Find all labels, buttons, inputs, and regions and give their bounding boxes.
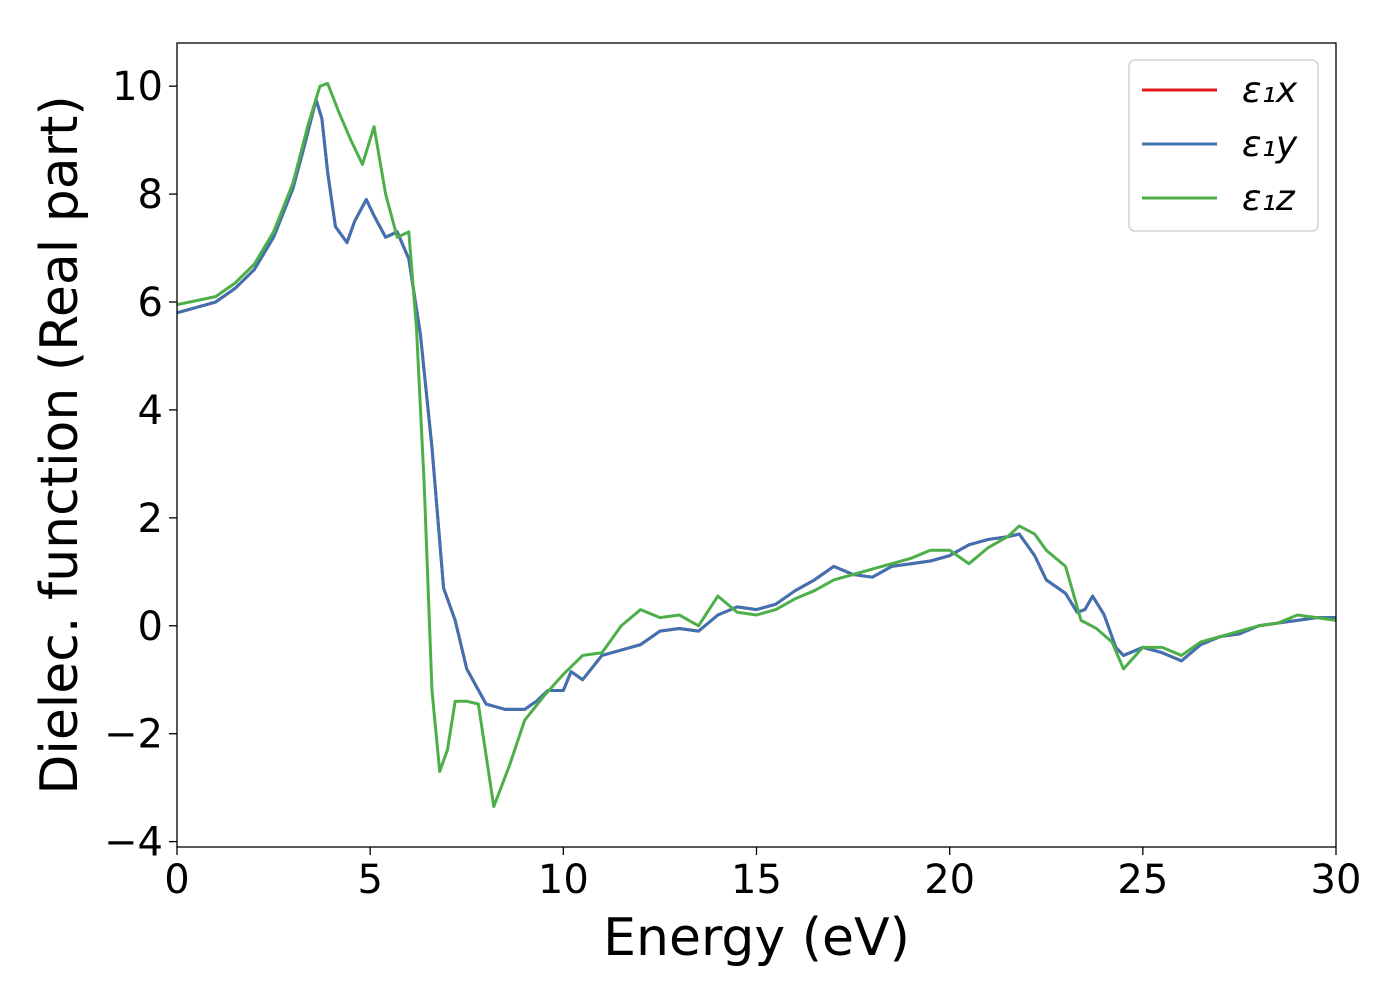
x-tick-label: 25 [1117,857,1168,903]
y-axis: −4 −2 0 2 4 6 8 10 [104,64,177,866]
y-axis-title: Dielec. function (Real part) [30,95,90,794]
x-tick-label: 10 [538,857,589,903]
y-tick-label: 6 [138,280,163,326]
series-line-2 [177,98,1336,711]
y-tick-label: −4 [104,820,163,866]
legend-label-1: ε₁x [1242,70,1298,111]
series-line-3 [177,81,1336,809]
y-tick-label: 4 [138,388,163,434]
legend-label-3: ε₁z [1242,178,1296,219]
y-tick-label: 10 [112,64,163,110]
x-tick-label: 20 [924,857,975,903]
y-tick-label: −2 [104,712,163,758]
legend-box [1128,59,1319,232]
x-axis-title: Energy (eV) [603,908,910,968]
x-tick-label: 5 [357,857,382,903]
x-axis: 0 5 10 15 20 25 30 [164,847,1361,903]
y-tick-label: 2 [138,496,163,542]
x-tick-label: 30 [1311,857,1362,903]
x-tick-label: 15 [731,857,782,903]
y-tick-label: 0 [138,604,163,650]
x-tick-label: 0 [164,857,189,903]
series-layer [177,81,1336,809]
y-tick-label: 8 [138,172,163,218]
legend: ε₁x ε₁y ε₁z [1128,59,1319,232]
legend-label-2: ε₁y [1242,124,1298,165]
